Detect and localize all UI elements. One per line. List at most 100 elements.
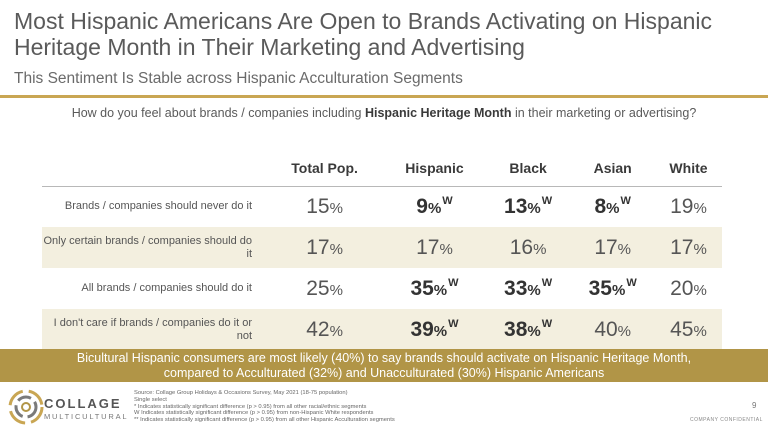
percent-sign: % (693, 281, 707, 299)
value-cell: 8%W (570, 186, 655, 227)
percent-sign: % (427, 199, 442, 217)
value-number: 42 (306, 317, 330, 341)
question-bold: Hispanic Heritage Month (364, 106, 512, 120)
value-number: 25 (306, 276, 330, 300)
value-number: 16 (509, 235, 534, 259)
results-table: Total Pop. Hispanic Black Asian White Br… (42, 150, 722, 350)
percent-sign: % (527, 199, 541, 217)
insight-banner: Bicultural Hispanic consumers are most l… (0, 349, 768, 382)
significance-marker: W (442, 194, 453, 207)
collage-logo-icon (8, 389, 44, 425)
footnote-double-star: ** Indicates statistically significant d… (134, 417, 395, 424)
slide-title: Most Hispanic Americans Are Open to Bran… (14, 8, 713, 60)
logo-wordmark: COLLAGE (44, 396, 122, 411)
value-cell: 17% (383, 227, 486, 268)
significance-marker: W (620, 194, 631, 207)
value-cell: 33%W (486, 268, 571, 309)
value-number: 19 (670, 194, 694, 218)
value-number: 35 (588, 276, 612, 300)
value-cell: 19% (655, 186, 722, 227)
col-header-hispanic: Hispanic (383, 150, 486, 187)
row-label: I don't care if brands / companies do it… (42, 309, 266, 350)
percent-sign: % (329, 281, 343, 299)
value-number: 17 (594, 235, 618, 259)
value-number: 40 (594, 317, 618, 341)
footnotes: Source: Collage Group Holidays & Occasio… (134, 390, 395, 424)
confidential-label: COMPANY CONFIDENTIAL (690, 417, 763, 423)
value-cell: 42% (266, 309, 384, 350)
value-cell: 45% (654, 309, 722, 350)
significance-marker: W (626, 276, 637, 289)
question-suffix: in their marketing or advertising? (511, 106, 697, 120)
gold-divider (0, 95, 768, 98)
row-label: All brands / companies should do it (81, 282, 252, 294)
value-cell: 15% (266, 186, 383, 227)
value-number: 17 (416, 235, 440, 259)
slide-subtitle: This Sentiment Is Stable across Hispanic… (14, 70, 463, 87)
percent-sign: % (527, 322, 541, 340)
percent-sign: % (433, 281, 448, 299)
value-number: 9 (416, 194, 428, 218)
significance-marker: W (448, 317, 459, 330)
significance-marker: W (448, 276, 459, 289)
table-row: All brands / companies should do it 25% 35… (42, 268, 722, 309)
value-cell: 17% (266, 227, 384, 268)
value-cell: 13%W (486, 186, 571, 227)
percent-sign: % (606, 199, 620, 217)
value-number: 39 (410, 317, 434, 341)
percent-sign: % (527, 281, 541, 299)
value-number: 20 (670, 276, 694, 300)
percent-sign: % (439, 240, 453, 258)
table-row: Only certain brands / companies should d… (42, 227, 722, 268)
significance-marker: W (541, 276, 553, 289)
survey-question: How do you feel about brands / companies… (0, 106, 768, 120)
percent-sign: % (329, 240, 343, 258)
banner-line-2: compared to Acculturated (32%) and Unacc… (163, 366, 605, 380)
percent-sign: % (433, 322, 448, 340)
value-cell: 35%W (570, 268, 655, 309)
value-cell: 25% (266, 268, 383, 309)
table-header-row: Total Pop. Hispanic Black Asian White (42, 150, 722, 187)
value-cell: 9%W (383, 186, 486, 227)
value-cell: 20% (655, 268, 722, 309)
col-header-asian: Asian (570, 150, 655, 187)
value-cell: 38%W (485, 309, 571, 350)
percent-sign: % (611, 281, 626, 299)
page-number: 9 (752, 401, 757, 410)
logo-tagline: MULTICULTURAL (44, 412, 129, 421)
value-cell: 39%W (383, 309, 486, 350)
table-row: I don't care if brands / companies do it… (42, 309, 722, 350)
value-number: 15 (306, 194, 330, 218)
percent-sign: % (329, 322, 343, 340)
header-spacer (42, 150, 266, 187)
footnote-select: Single select (134, 396, 167, 403)
percent-sign: % (617, 322, 632, 340)
percent-sign: % (693, 240, 707, 258)
table-row: Brands / companies should never do it 15%… (42, 186, 722, 227)
footnote-w: W Indicates statistically significant di… (134, 410, 374, 417)
value-cell: 40% (570, 309, 655, 350)
value-number: 45 (670, 317, 694, 341)
question-prefix: How do you feel about brands / companies… (71, 106, 365, 120)
col-header-black: Black (485, 150, 571, 187)
percent-sign: % (329, 199, 343, 217)
value-number: 13 (504, 194, 528, 218)
col-header-total: Total Pop. (266, 150, 384, 187)
value-number: 35 (410, 276, 434, 300)
significance-marker: W (541, 317, 553, 330)
value-number: 8 (594, 194, 607, 218)
percent-sign: % (693, 199, 707, 217)
value-cell: 17% (570, 227, 655, 268)
footnote-source: Source: Collage Group Holidays & Occasio… (134, 390, 348, 396)
col-header-white: White (654, 150, 722, 187)
percent-sign: % (693, 322, 707, 340)
value-cell: 17% (654, 227, 722, 268)
significance-marker: W (541, 194, 553, 207)
row-label: Only certain brands / companies should d… (42, 227, 266, 268)
value-number: 17 (306, 235, 330, 259)
value-cell: 35%W (383, 268, 486, 309)
value-number: 38 (504, 317, 528, 341)
value-cell: 16% (485, 227, 571, 268)
percent-sign: % (617, 240, 632, 258)
footnote-star: * Indicates statistically significant di… (134, 403, 367, 410)
